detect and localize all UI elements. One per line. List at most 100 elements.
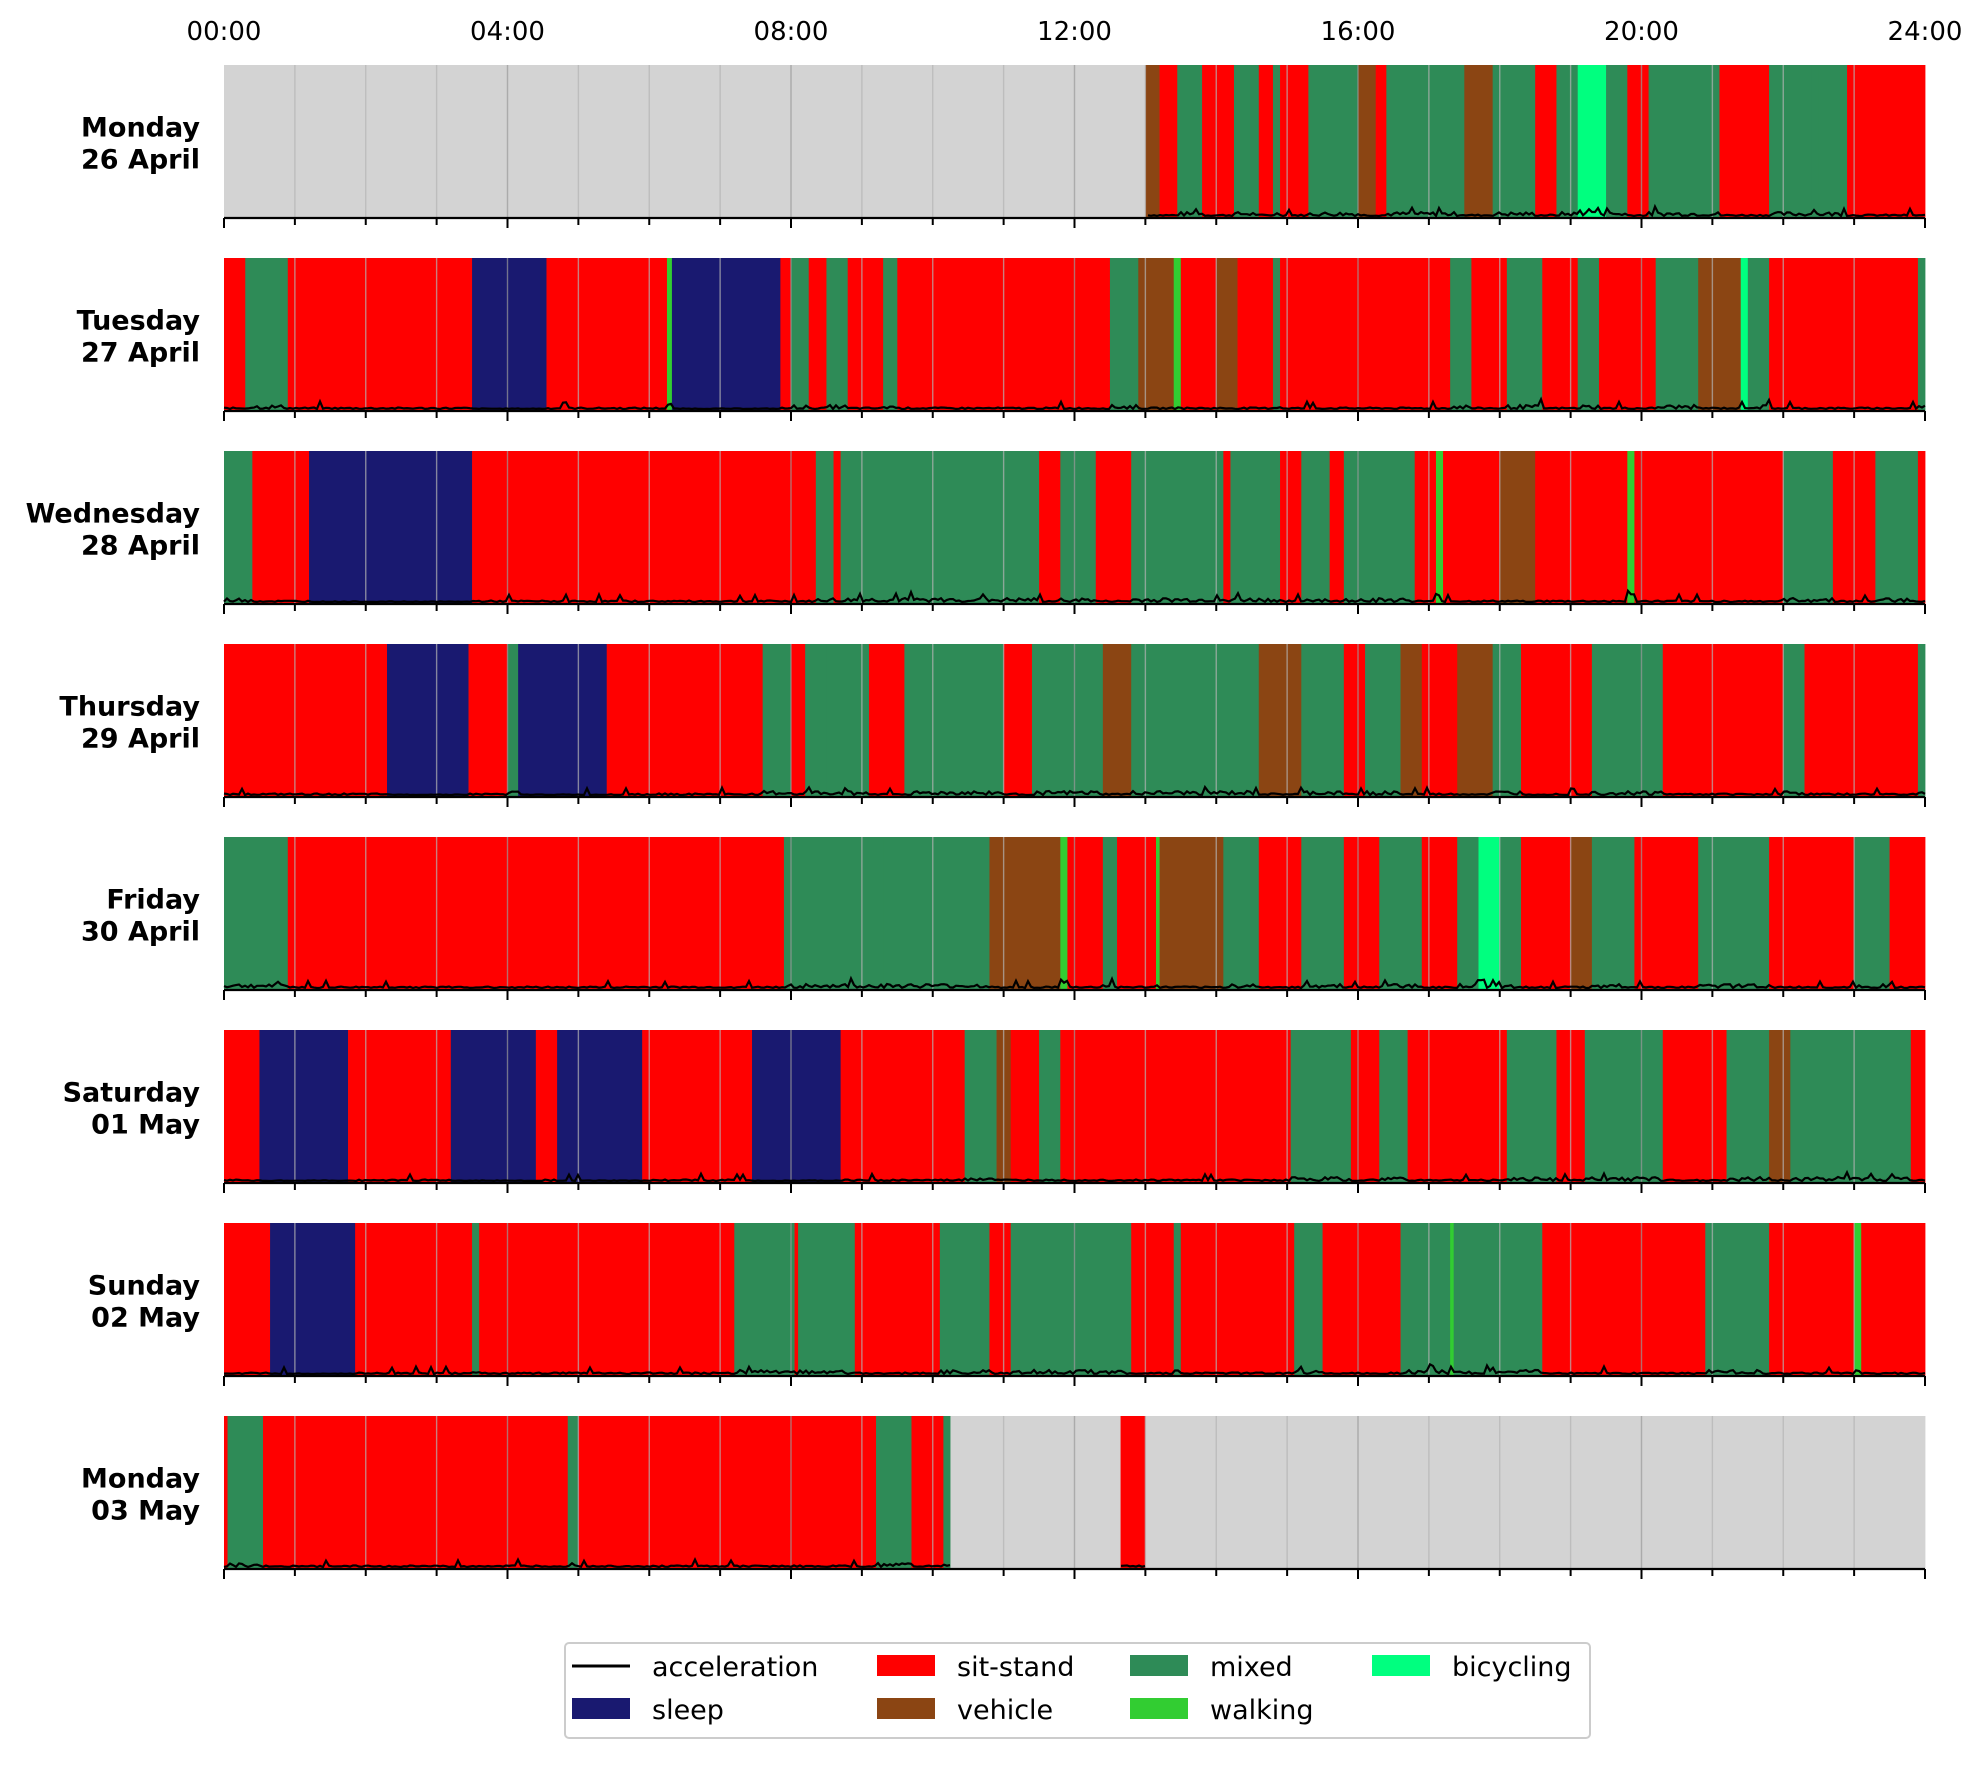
activity-segment-mixed bbox=[224, 837, 289, 990]
activity-segment-sit-stand bbox=[348, 1030, 452, 1183]
activity-segment-sit-stand bbox=[847, 258, 884, 411]
activity-segment-mixed bbox=[1450, 258, 1472, 411]
activity-segment-mixed bbox=[1031, 644, 1104, 797]
x-tick-label: 16:00 bbox=[1321, 17, 1396, 47]
activity-segment-sit-stand bbox=[911, 1416, 944, 1569]
activity-segment-mixed bbox=[783, 837, 884, 990]
activity-segment-mixed bbox=[1301, 644, 1345, 797]
x-tick-label: 12:00 bbox=[1037, 17, 1112, 47]
day-label-date: 27 April bbox=[81, 338, 200, 369]
activity-segment-mixed bbox=[1818, 65, 1848, 218]
activity-segment-mixed bbox=[1343, 451, 1416, 604]
activity-segment-sit-stand bbox=[1542, 258, 1579, 411]
activity-segment-sit-stand bbox=[252, 451, 310, 604]
activity-segment-sleep bbox=[671, 258, 781, 411]
activity-segment-sit-stand bbox=[606, 644, 764, 797]
activity-segment-mixed bbox=[1506, 258, 1543, 411]
activity-segment-mixed bbox=[883, 837, 990, 990]
activity-segment-mixed bbox=[1917, 258, 1926, 411]
activity-segment-mixed bbox=[1769, 65, 1812, 218]
activity-segment-sit-stand bbox=[1329, 451, 1345, 604]
activity-segment-mixed bbox=[507, 644, 519, 797]
activity-segment-sit-stand bbox=[1117, 837, 1157, 990]
activity-segment-sit-stand bbox=[642, 1030, 753, 1183]
activity-segment-vehicle bbox=[1358, 65, 1377, 218]
activity-segment-sit-stand bbox=[1521, 837, 1572, 990]
activity-segment-mixed bbox=[1875, 451, 1919, 604]
activity-segment-sit-stand bbox=[1421, 837, 1458, 990]
activity-segment-vehicle bbox=[1216, 258, 1238, 411]
activity-segment-sit-stand bbox=[989, 1223, 1012, 1376]
day-label-weekday: Tuesday bbox=[77, 306, 201, 337]
activity-segment-mixed bbox=[939, 1223, 990, 1376]
activity-segment-mixed bbox=[762, 644, 792, 797]
activity-segment-sit-stand bbox=[262, 1416, 569, 1569]
activity-segment-sleep bbox=[518, 644, 608, 797]
activity-segment-mixed bbox=[224, 451, 253, 604]
activity-segment-sit-stand bbox=[1598, 258, 1657, 411]
activity-segment-mixed bbox=[227, 1416, 264, 1569]
x-tick-label: 00:00 bbox=[187, 17, 262, 47]
activity-segment-sit-stand bbox=[1889, 837, 1926, 990]
activity-segment-mixed bbox=[826, 258, 849, 411]
day-label-weekday: Monday bbox=[81, 113, 200, 144]
activity-segment-sit-stand bbox=[1258, 837, 1302, 990]
acceleration-line bbox=[223, 975, 1926, 990]
activity-segment-mixed bbox=[1457, 837, 1479, 990]
activity-segment-mixed bbox=[1790, 1030, 1912, 1183]
activity-segment-sit-stand bbox=[1910, 1030, 1926, 1183]
activity-segment-sit-stand bbox=[1095, 451, 1132, 604]
activity-segment-sit-stand bbox=[1662, 1030, 1727, 1183]
x-tick-label: 24:00 bbox=[1888, 17, 1963, 47]
activity-segment-mixed bbox=[1917, 644, 1926, 797]
activity-segment-sit-stand bbox=[1861, 1223, 1926, 1376]
activity-segment-mixed bbox=[1301, 451, 1331, 604]
legend-swatch-sleep bbox=[572, 1698, 630, 1719]
day-label-date: 30 April bbox=[81, 917, 200, 948]
activity-segment-mixed bbox=[805, 644, 827, 797]
activity-segment-nodata bbox=[224, 65, 1146, 218]
day-label-weekday: Saturday bbox=[63, 1078, 201, 1109]
activity-segment-vehicle bbox=[989, 837, 1061, 990]
activity-segment-mixed bbox=[964, 1030, 997, 1183]
x-tick-label: 04:00 bbox=[470, 17, 545, 47]
activity-segment-sit-stand bbox=[1634, 837, 1699, 990]
activity-segment-sit-stand bbox=[224, 644, 388, 797]
activity-segment-mixed bbox=[1272, 65, 1281, 218]
activity-segment-mixed bbox=[1492, 644, 1522, 797]
activity-segment-mixed bbox=[1577, 258, 1600, 411]
activity-segment-mixed bbox=[876, 1416, 912, 1569]
activity-segment-sit-stand bbox=[1375, 65, 1387, 218]
activity-segment-sit-stand bbox=[224, 1030, 260, 1183]
legend-label-sit-stand: sit-stand bbox=[957, 1652, 1074, 1683]
activity-segment-sit-stand bbox=[794, 1223, 799, 1376]
activity-segment-mixed bbox=[1294, 1223, 1323, 1376]
activity-segment-sit-stand bbox=[224, 1416, 228, 1569]
activity-segment-mixed bbox=[1591, 644, 1664, 797]
activity-segment-mixed bbox=[567, 1416, 579, 1569]
legend-swatch-bicycling bbox=[1372, 1655, 1430, 1676]
activity-segment-mixed bbox=[734, 1223, 795, 1376]
activity-segment-walking bbox=[1450, 1223, 1455, 1376]
day-label-date: 28 April bbox=[81, 531, 200, 562]
activity-segment-sit-stand bbox=[578, 1416, 877, 1569]
activity-segment-sit-stand bbox=[1060, 1030, 1292, 1183]
activity-segment-mixed bbox=[1039, 1030, 1061, 1183]
activity-segment-sit-stand bbox=[1825, 644, 1919, 797]
activity-segment-sleep bbox=[309, 451, 473, 604]
activity-segment-mixed bbox=[472, 1223, 480, 1376]
legend-swatch-walking bbox=[1130, 1698, 1188, 1719]
activity-segment-sit-stand bbox=[1542, 1223, 1706, 1376]
activity-segment-sit-stand bbox=[287, 258, 473, 411]
day-label-date: 03 May bbox=[91, 1496, 200, 1527]
activity-segment-mixed bbox=[1606, 65, 1628, 218]
activity-segment-mixed bbox=[1365, 644, 1401, 797]
activity-segment-sit-stand bbox=[780, 258, 792, 411]
acceleration-line bbox=[223, 1557, 951, 1569]
activity-segment-sit-stand bbox=[1280, 65, 1309, 218]
legend: acceleration sleep sit-stand vehicle mixed wa… bbox=[564, 1642, 1591, 1739]
